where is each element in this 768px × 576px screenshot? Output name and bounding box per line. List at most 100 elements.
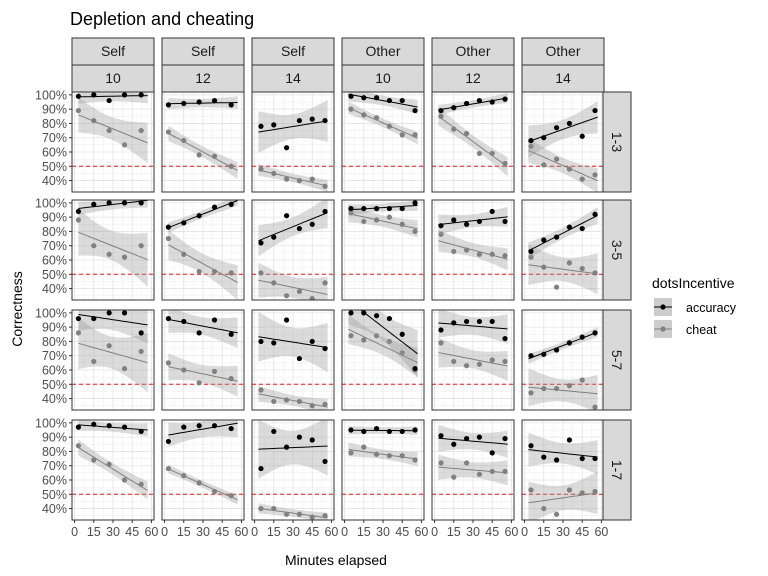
accuracy-point [271, 122, 277, 128]
accuracy-point [196, 330, 202, 336]
cheat-confidence-band [78, 317, 148, 393]
panel-border [71, 199, 155, 301]
accuracy-point [592, 211, 598, 217]
axes: 40%50%60%70%80%90%100%40%50%60%70%80%90%… [35, 88, 608, 539]
accuracy-point [476, 434, 483, 440]
accuracy-point [399, 205, 405, 212]
cheat-point [309, 403, 315, 409]
cheat-point [106, 251, 112, 257]
cheat-trend-line [438, 240, 508, 260]
accuracy-point [566, 224, 573, 230]
strip-background [161, 64, 245, 93]
cheat-point [373, 451, 380, 457]
cheat-point [373, 333, 380, 339]
facet-panel [251, 419, 335, 521]
accuracy-point [181, 318, 187, 325]
accuracy-trend-line [258, 445, 328, 450]
accuracy-point [91, 421, 97, 427]
accuracy-point [322, 208, 328, 215]
legend-label: accuracy [686, 301, 737, 315]
accuracy-point [553, 234, 560, 240]
accuracy-point [592, 107, 598, 114]
accuracy-point [91, 92, 97, 98]
x-tick-label: 15 [357, 525, 371, 539]
cheat-point [489, 251, 495, 257]
accuracy-point [196, 213, 202, 219]
accuracy-point [138, 330, 144, 336]
x-tick-label: 60 [594, 525, 608, 539]
legend: dotsIncentive accuracy cheat [652, 275, 737, 338]
accuracy-point [322, 458, 328, 465]
y-tick-label: 100% [35, 88, 67, 102]
accuracy-point [541, 237, 547, 243]
accuracy-trend-line [168, 422, 238, 436]
accuracy-trend-line [348, 204, 418, 211]
x-tick-label: 0 [341, 525, 348, 539]
cheat-point [271, 398, 277, 405]
x-tick-label: 30 [466, 525, 480, 539]
accuracy-point [138, 200, 144, 206]
cheat-point [106, 127, 112, 134]
accuracy-point [309, 437, 315, 443]
panel-border [431, 309, 515, 411]
accuracy-point [399, 97, 405, 104]
facet-panel [251, 91, 335, 193]
accuracy-trend-line [258, 212, 328, 242]
y-tick-label: 100% [35, 416, 67, 430]
cheat-point [181, 367, 187, 373]
cheat-trend-line [528, 150, 598, 182]
accuracy-point [463, 100, 470, 107]
strip-background [602, 199, 632, 301]
cheat-point [361, 337, 367, 343]
accuracy-trend-line [78, 314, 148, 326]
cheat-point [165, 129, 172, 135]
cheat-point [399, 132, 405, 138]
cheat-point [165, 465, 172, 472]
accuracy-point [75, 424, 82, 430]
accuracy-point [528, 248, 534, 255]
cheat-trend-line [348, 213, 418, 230]
panel-border [161, 199, 245, 301]
cheat-point [138, 348, 144, 355]
accuracy-point [283, 444, 290, 450]
accuracy-point [451, 320, 457, 326]
cheat-trend-line [438, 352, 508, 367]
y-tick-label: 80% [42, 117, 67, 131]
accuracy-point [553, 125, 560, 131]
cheat-point [476, 251, 483, 257]
cheat-point [438, 113, 444, 119]
strip-label-level: 12 [195, 70, 211, 86]
cheat-point [489, 150, 495, 157]
strip-label-group: Other [455, 43, 490, 59]
cheat-point [566, 260, 573, 266]
facet-panel [431, 419, 515, 521]
cheat-point [322, 401, 328, 407]
cheat-point [553, 385, 560, 392]
accuracy-point [309, 221, 315, 227]
x-tick-label: 30 [556, 525, 570, 539]
accuracy-point [528, 353, 534, 359]
panel-border [251, 309, 335, 411]
facet-panel [71, 91, 155, 193]
legend-items: accuracy cheat [654, 298, 737, 338]
accuracy-point [592, 330, 598, 336]
legend-item-cheat: cheat [654, 320, 717, 338]
cheat-point [181, 137, 187, 144]
facet-panel [521, 91, 605, 193]
cheat-point [361, 112, 367, 118]
x-tick-label: 60 [324, 525, 338, 539]
accuracy-point [296, 225, 303, 232]
accuracy-point [322, 345, 328, 352]
x-tick-label: 60 [414, 525, 428, 539]
cheat-trend-line [78, 342, 148, 364]
accuracy-point [106, 310, 112, 316]
strip-label-level: 12 [465, 70, 481, 86]
y-tick-label: 80% [42, 225, 67, 239]
accuracy-point [489, 99, 495, 105]
x-tick-label: 45 [215, 525, 229, 539]
cheat-point [75, 330, 82, 336]
accuracy-point [476, 218, 483, 225]
cheat-point [196, 268, 202, 275]
cheat-point [283, 511, 290, 517]
